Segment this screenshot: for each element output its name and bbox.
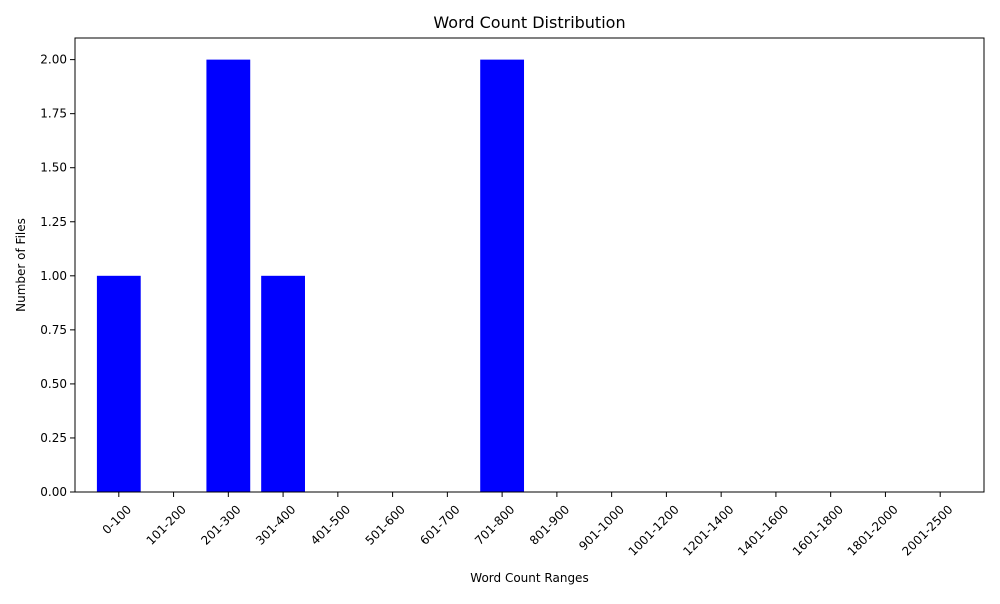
y-tick-label: 0.75 [40, 323, 67, 337]
x-tick-label: 301-400 [253, 502, 298, 547]
x-tick-label: 901-1000 [576, 502, 627, 553]
y-tick-label: 0.50 [40, 377, 67, 391]
bars-group [96, 59, 525, 492]
chart-title: Word Count Distribution [433, 13, 625, 32]
x-axis: 0-100 101-200 201-300 301-400 401-500 501-600… [100, 492, 956, 559]
x-tick-label: 701-800 [472, 502, 517, 547]
x-tick-label: 101-200 [144, 502, 189, 547]
x-tick-label: 1001-1200 [626, 502, 682, 558]
bar-0-100 [96, 275, 141, 492]
x-tick-label: 0-100 [100, 502, 135, 537]
x-tick-label: 1601-1800 [790, 502, 846, 558]
plot-frame [74, 37, 985, 493]
bar-201-300 [206, 59, 251, 492]
y-tick-label: 0.00 [40, 485, 67, 499]
y-axis-label: Number of Files [14, 218, 28, 312]
y-axis: 0.00 0.25 0.50 0.75 1.00 1.25 1.50 1.75 2.00 [40, 53, 75, 499]
x-tick-label: 601-700 [417, 502, 462, 547]
y-tick-label: 1.25 [40, 215, 67, 229]
x-tick-label: 501-600 [363, 502, 408, 547]
bar-701-800 [480, 59, 525, 492]
x-tick-label: 1201-1400 [680, 502, 736, 558]
y-tick-label: 0.25 [40, 431, 67, 445]
x-tick-label: 201-300 [198, 502, 243, 547]
y-tick-label: 1.00 [40, 269, 67, 283]
y-tick-label: 1.75 [40, 107, 67, 121]
x-tick-label: 1801-2000 [845, 502, 901, 558]
x-tick-label: 1401-1600 [735, 502, 791, 558]
bar-301-400 [261, 275, 305, 492]
x-tick-label: 801-900 [527, 502, 572, 547]
y-tick-label: 1.50 [40, 161, 67, 175]
x-axis-label: Word Count Ranges [470, 571, 588, 585]
y-tick-label: 2.00 [40, 53, 67, 67]
x-tick-label: 401-500 [308, 502, 353, 547]
x-tick-label: 2001-2500 [899, 502, 955, 558]
